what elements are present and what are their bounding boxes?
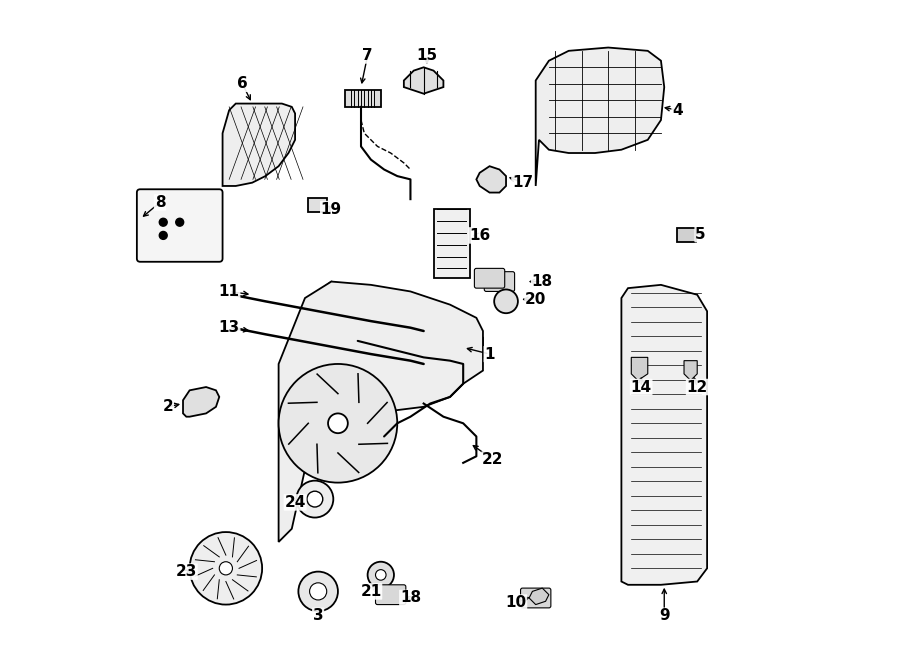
Circle shape	[307, 491, 323, 507]
Text: 9: 9	[659, 608, 670, 624]
FancyBboxPatch shape	[375, 585, 406, 604]
Polygon shape	[476, 166, 506, 193]
Bar	[309, 198, 327, 213]
Text: 16: 16	[469, 228, 491, 243]
Text: 3: 3	[313, 608, 323, 624]
FancyBboxPatch shape	[137, 189, 222, 261]
Polygon shape	[621, 285, 707, 585]
Circle shape	[159, 232, 167, 240]
Text: 4: 4	[672, 103, 683, 118]
Text: 7: 7	[363, 48, 373, 63]
Text: 22: 22	[482, 452, 504, 467]
Polygon shape	[279, 281, 483, 542]
Polygon shape	[222, 103, 295, 186]
Circle shape	[494, 289, 518, 313]
Text: 18: 18	[400, 591, 421, 606]
Text: 15: 15	[417, 48, 437, 63]
Circle shape	[328, 413, 347, 433]
Polygon shape	[295, 281, 483, 394]
Circle shape	[296, 481, 333, 518]
FancyBboxPatch shape	[484, 271, 515, 291]
Polygon shape	[529, 588, 549, 604]
Polygon shape	[183, 387, 220, 416]
Circle shape	[299, 571, 338, 611]
Polygon shape	[536, 48, 664, 186]
Circle shape	[367, 562, 394, 588]
Polygon shape	[631, 357, 648, 381]
FancyBboxPatch shape	[474, 268, 505, 288]
Text: 1: 1	[484, 347, 495, 361]
Text: 6: 6	[237, 76, 248, 91]
Circle shape	[190, 532, 262, 604]
Circle shape	[310, 583, 327, 600]
Circle shape	[279, 364, 397, 483]
Polygon shape	[684, 361, 698, 381]
Text: 14: 14	[631, 379, 652, 395]
Text: 21: 21	[360, 584, 382, 599]
Polygon shape	[434, 209, 470, 278]
Text: 2: 2	[163, 399, 173, 414]
Polygon shape	[404, 68, 444, 94]
Text: 10: 10	[506, 595, 526, 610]
Text: 12: 12	[687, 379, 707, 395]
Text: 13: 13	[219, 320, 239, 335]
Text: 17: 17	[512, 175, 533, 190]
Text: 18: 18	[532, 274, 553, 289]
Bar	[345, 91, 381, 107]
Text: 20: 20	[525, 292, 546, 307]
Circle shape	[375, 569, 386, 580]
Circle shape	[220, 562, 232, 575]
FancyBboxPatch shape	[520, 588, 551, 608]
Circle shape	[159, 218, 167, 226]
Text: 5: 5	[695, 226, 706, 242]
Text: 19: 19	[320, 201, 342, 216]
Text: 8: 8	[155, 195, 166, 210]
Text: 24: 24	[284, 495, 306, 510]
Text: 23: 23	[176, 564, 197, 579]
Bar	[678, 228, 696, 242]
Text: 11: 11	[219, 284, 239, 299]
Circle shape	[176, 218, 184, 226]
